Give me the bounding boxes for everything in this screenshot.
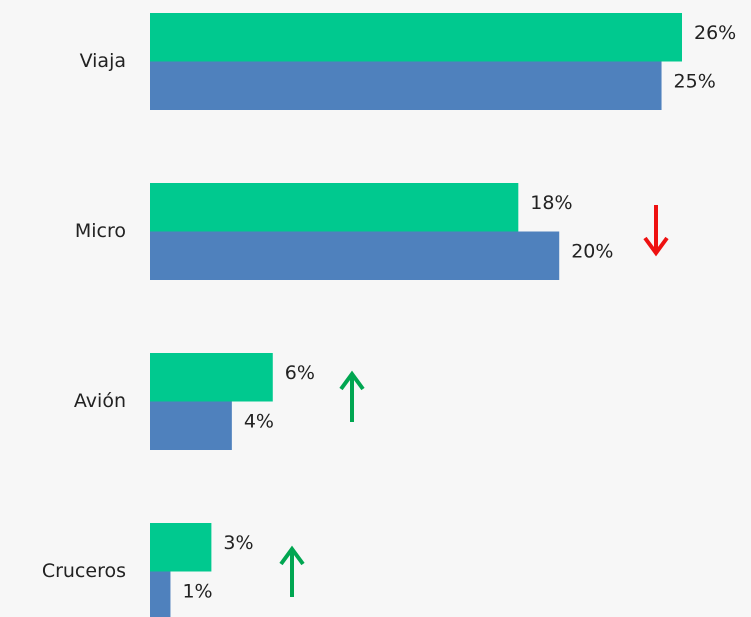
category-label: Viaja — [80, 50, 126, 72]
trend-arrow-up — [279, 545, 305, 597]
bar — [150, 61, 662, 110]
trend-arrow-down — [643, 205, 669, 257]
bar — [150, 353, 273, 402]
category-label: Cruceros — [42, 560, 126, 582]
value-label: 1% — [182, 580, 212, 602]
bar — [150, 571, 171, 617]
category-label: Micro — [75, 220, 126, 242]
bar — [150, 183, 519, 232]
value-label: 4% — [244, 410, 274, 432]
bar — [150, 231, 560, 280]
bar — [150, 523, 212, 572]
bar — [150, 401, 232, 450]
value-label: 26% — [694, 22, 736, 44]
bar — [150, 13, 682, 62]
value-label: 20% — [571, 240, 613, 262]
category-label: Avión — [74, 390, 126, 412]
value-label: 25% — [674, 70, 716, 92]
value-label: 6% — [285, 362, 315, 384]
trend-arrow-up — [339, 370, 365, 422]
value-label: 18% — [530, 192, 572, 214]
value-label: 3% — [223, 532, 253, 554]
